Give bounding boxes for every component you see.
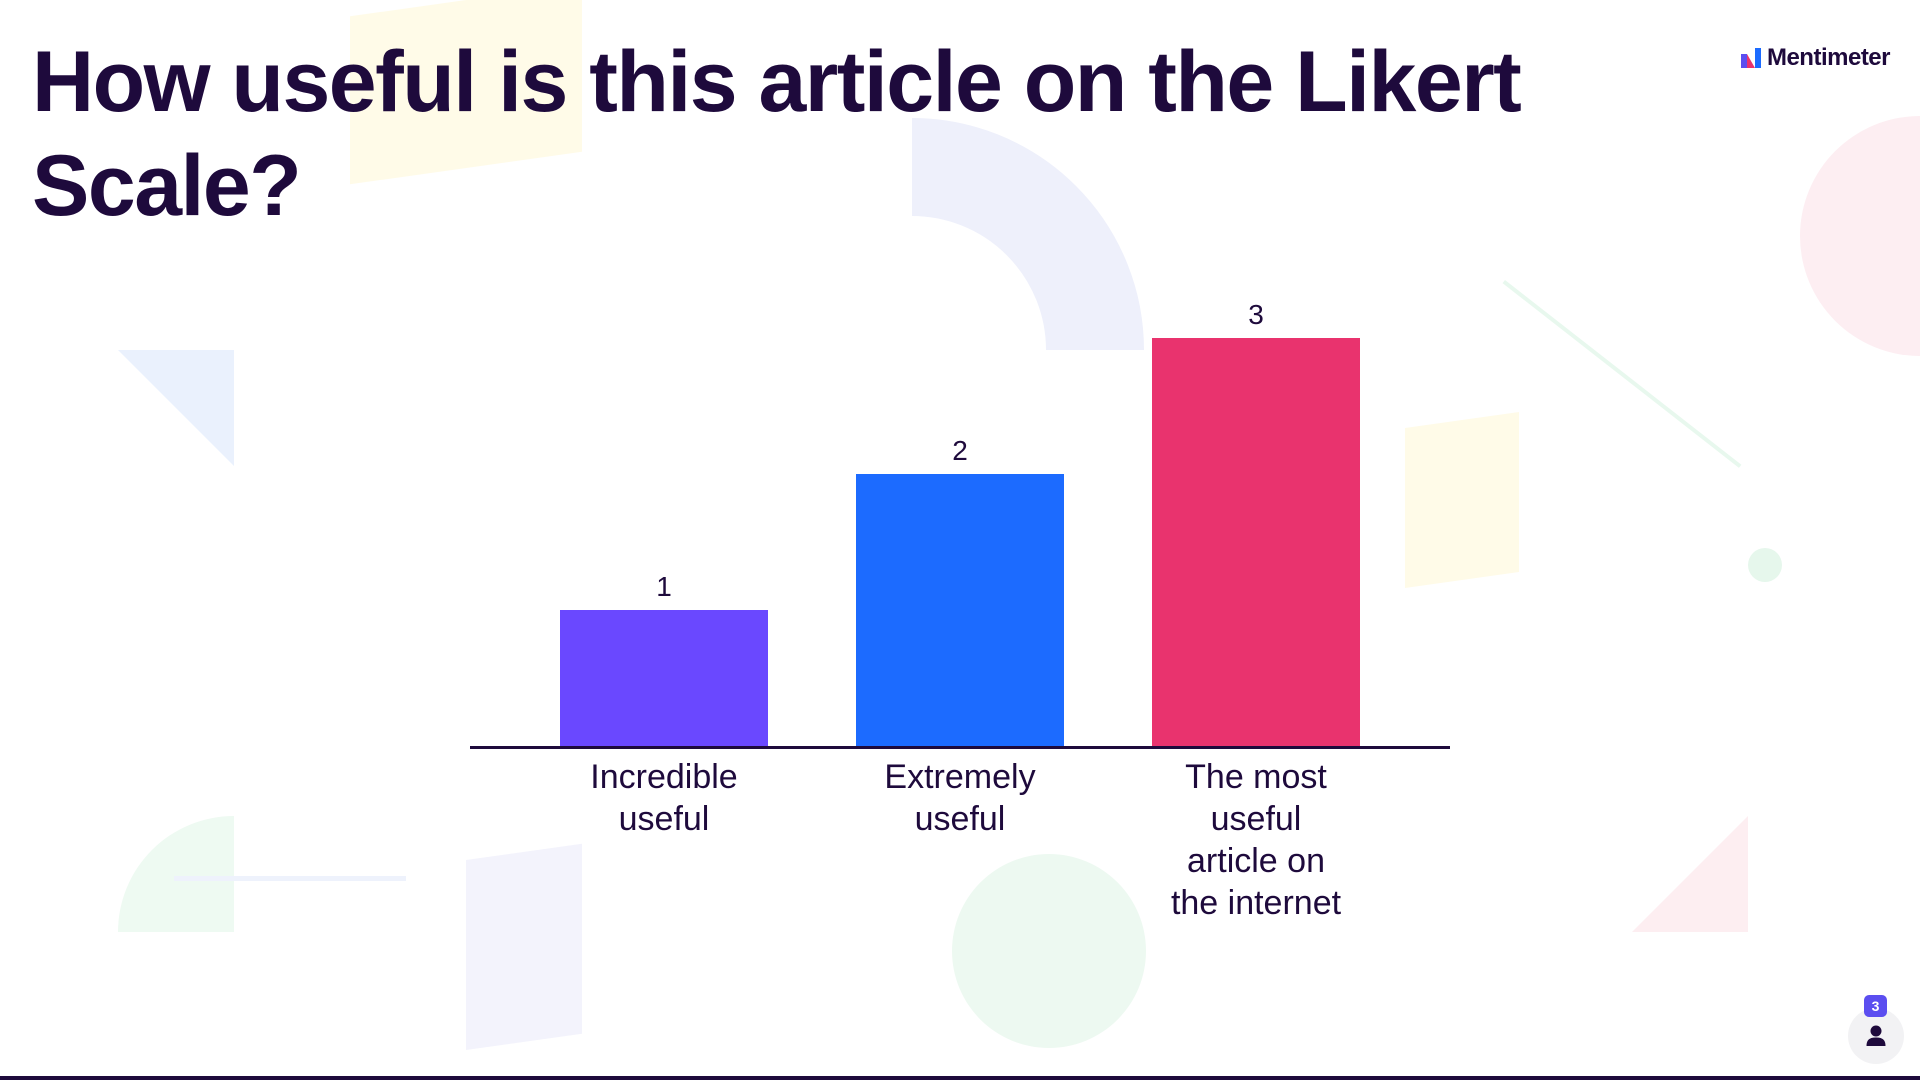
deco-quarter-ring [912,118,1144,350]
category-label-3-line-3: article on [1187,842,1325,880]
deco-green-dot [1748,548,1782,582]
category-label-1-line-2: useful [619,800,710,838]
audience-count-badge: 3 [1864,995,1887,1017]
brand-name: Mentimeter [1766,44,1891,71]
category-label-3-line-1: The most [1185,758,1327,796]
category-label-2-line-2: useful [915,800,1006,838]
brand: Mentimeter [1740,44,1891,72]
data-label-1: 1 [656,571,672,602]
bar-1 [560,610,768,746]
audience-button[interactable] [1848,1008,1904,1064]
category-label-1-line-1: Incredible [590,758,737,796]
bar-2 [856,474,1064,746]
category-label-3-line-2: useful [1211,800,1302,838]
category-label-2-line-1: Extremely [884,758,1035,796]
bottom-rule [0,1076,1920,1080]
deco-pink-triangle [1632,816,1748,932]
deco-blue-triangle [118,350,234,466]
category-label-3-line-4: the internet [1171,884,1342,922]
bar-3 [1152,338,1360,746]
slide-title: How useful is this article on the Likert… [32,34,1522,234]
data-label-3: 3 [1248,299,1264,330]
person-icon [1866,1025,1886,1046]
data-label-2: 2 [952,435,968,466]
mentimeter-logo-icon [1740,48,1761,68]
deco-blue-line [174,876,406,881]
deco-green-circle [952,854,1146,1048]
